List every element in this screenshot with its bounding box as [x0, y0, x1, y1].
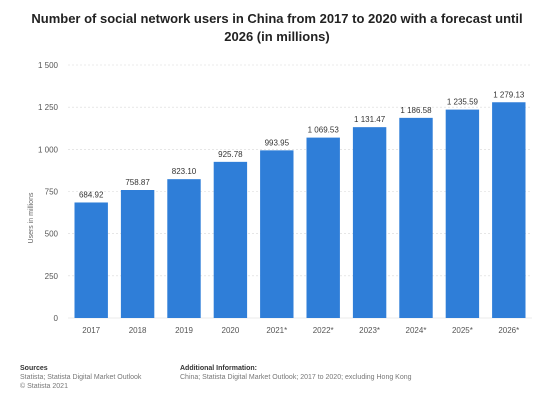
bar: [213, 161, 248, 318]
bar-value-label: 1 131.47: [354, 115, 386, 124]
bar: [74, 202, 108, 318]
bars: [74, 102, 526, 319]
x-tick-label: 2019: [175, 326, 193, 335]
y-tick-label: 0: [54, 314, 59, 323]
bar-value-label: 684.92: [79, 190, 104, 199]
y-tick-label: 1 250: [38, 103, 59, 112]
y-axis-ticks: 0 250 500 750 1 000 1 250 1 500: [38, 61, 59, 323]
additional-info-line: China; Statista Digital Market Outlook; …: [180, 374, 412, 381]
bar-value-label: 1 235.59: [447, 98, 479, 107]
x-tick-label: 2024*: [406, 326, 427, 335]
x-tick-label: 2017: [82, 326, 100, 335]
additional-info-block: Additional Information: China; Statista …: [180, 364, 412, 382]
sources-line: Statista; Statista Digital Market Outloo…: [20, 374, 142, 381]
y-tick-label: 1 000: [38, 145, 59, 154]
bar: [167, 179, 201, 318]
x-axis-ticks: 2017 2018 2019 2020 2021* 2022* 2023* 2024* 2025…: [82, 326, 519, 335]
x-tick-label: 2026*: [498, 326, 519, 335]
bar-value-label: 1 186.58: [400, 106, 432, 115]
y-tick-label: 500: [45, 230, 59, 239]
sources-heading: Sources: [20, 365, 48, 372]
bar-value-label: 1 069.53: [308, 126, 340, 135]
bar: [306, 137, 340, 318]
x-tick-label: 2025*: [452, 326, 473, 335]
bar: [399, 117, 433, 318]
bar: [260, 150, 294, 318]
bar-value-labels: 684.92 758.87 823.10 925.78 993.95 1 069.53 1 …: [79, 90, 525, 199]
chart-title: Number of social network users in China …: [31, 11, 523, 44]
y-tick-label: 750: [45, 188, 59, 197]
x-tick-label: 2023*: [359, 326, 380, 335]
y-tick-label: 250: [45, 272, 59, 281]
sources-line: © Statista 2021: [20, 383, 68, 390]
bar-value-label: 993.95: [265, 138, 290, 147]
bar-value-label: 1 279.13: [493, 90, 525, 99]
x-tick-label: 2020: [222, 326, 240, 335]
sources-block: Sources Statista; Statista Digital Marke…: [20, 364, 141, 391]
bar: [492, 102, 526, 318]
bar-value-label: 758.87: [125, 178, 150, 187]
bar: [445, 109, 480, 318]
x-tick-label: 2018: [129, 326, 147, 335]
y-tick-label: 1 500: [38, 61, 59, 70]
x-tick-label: 2022*: [313, 326, 334, 335]
bar-value-label: 823.10: [172, 167, 197, 176]
bar: [352, 127, 387, 319]
additional-info-heading: Additional Information:: [180, 365, 257, 372]
y-axis-label: Users in millions: [28, 192, 35, 243]
bar-value-label: 925.78: [218, 150, 243, 159]
x-tick-label: 2021*: [266, 326, 287, 335]
bar: [120, 190, 155, 318]
